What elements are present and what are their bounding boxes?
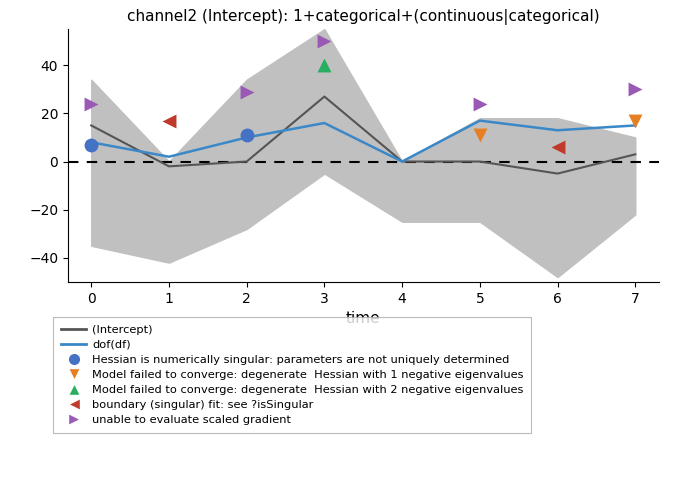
Point <box>630 86 641 93</box>
Point <box>241 88 252 96</box>
Point <box>164 117 175 124</box>
Point <box>630 117 641 124</box>
X-axis label: time: time <box>346 311 380 326</box>
Title: channel2 (Intercept): 1+categorical+(continuous|categorical): channel2 (Intercept): 1+categorical+(con… <box>127 9 600 25</box>
Point <box>86 100 96 108</box>
Legend: (Intercept), dof(df), Hessian is numerically singular: parameters are not unique: (Intercept), dof(df), Hessian is numeric… <box>53 317 532 434</box>
Point <box>319 37 330 45</box>
Point <box>552 143 563 151</box>
Point <box>475 100 485 108</box>
Point <box>475 131 485 139</box>
Point <box>319 61 330 69</box>
Point <box>86 141 96 149</box>
Point <box>241 131 252 139</box>
